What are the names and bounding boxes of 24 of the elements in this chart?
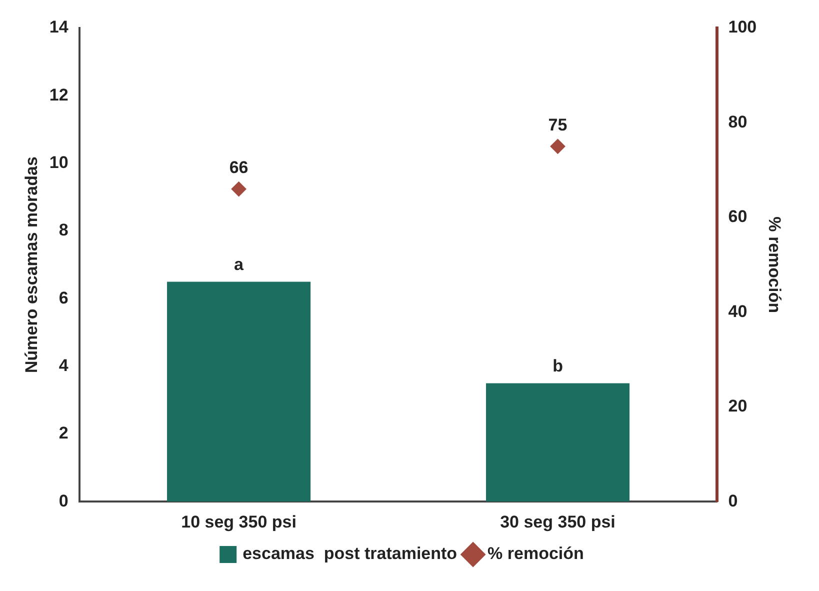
annotation: b xyxy=(552,356,563,376)
y-tick-label: 6 xyxy=(58,288,68,308)
x-tick-label: 10 seg 350 psi xyxy=(181,512,296,532)
y2-tick-label: 40 xyxy=(728,302,748,321)
y2-tick-label: 60 xyxy=(728,207,748,226)
data-label: 75 xyxy=(548,116,568,135)
y2-tick-label: 80 xyxy=(728,112,748,132)
x-tick-label: 30 seg 350 psi xyxy=(500,512,616,532)
y-tick-label: 8 xyxy=(58,220,68,240)
y-tick-label: 2 xyxy=(58,424,68,443)
y-tick-label: 10 xyxy=(49,153,68,172)
data-label: 66 xyxy=(229,158,248,178)
y2-axis-title: % remoción xyxy=(765,216,784,313)
y2-tick-label: 100 xyxy=(728,18,757,37)
annotation: a xyxy=(234,254,244,274)
y-tick-label: 12 xyxy=(49,85,68,104)
legend-label: % remoción xyxy=(488,544,584,564)
y-tick-label: 14 xyxy=(49,18,69,37)
legend-label: escamas post tratamiento xyxy=(242,544,458,564)
y2-tick-label: 0 xyxy=(728,491,738,510)
y2-tick-label: 20 xyxy=(728,396,748,416)
y-axis-title: Número escamas moradas xyxy=(22,156,41,373)
y-tick-label: 0 xyxy=(58,491,68,510)
y-tick-label: 4 xyxy=(58,356,69,375)
